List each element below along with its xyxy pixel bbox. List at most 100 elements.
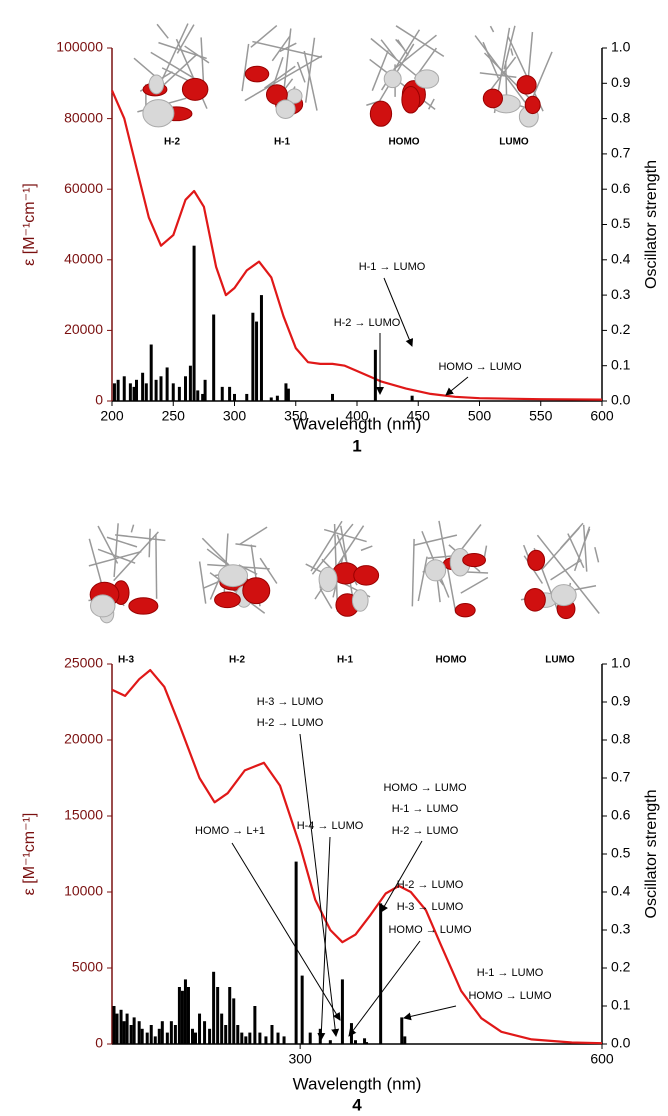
- bar: [204, 380, 207, 401]
- annotation-arrow: [321, 837, 330, 1040]
- bar: [135, 380, 138, 401]
- bond: [361, 546, 372, 550]
- orbital-image: [475, 26, 552, 127]
- orbital-image: [366, 26, 443, 126]
- orbital-label: HOMO: [388, 137, 419, 148]
- bar: [184, 376, 187, 401]
- bond: [418, 557, 427, 601]
- bar: [150, 345, 153, 401]
- annotation: H-2 → LUMO: [392, 825, 459, 837]
- bar: [193, 246, 196, 401]
- bar: [220, 1014, 223, 1044]
- annotation: HOMO → LUMO: [468, 990, 552, 1002]
- bar: [354, 1040, 357, 1044]
- bar: [248, 1033, 251, 1044]
- bar: [166, 1033, 169, 1044]
- y-tick-label: 10000: [64, 883, 103, 899]
- annotation-arrow: [300, 734, 336, 1036]
- lobe: [90, 595, 115, 617]
- y2-tick-label: 0.1: [611, 356, 631, 372]
- bar: [160, 376, 163, 401]
- bar: [309, 1033, 312, 1044]
- annotation: H-2 → LUMO: [397, 879, 464, 891]
- bar: [212, 315, 215, 401]
- page: H-2H-1HOMOLUMO20025030035040045050055060…: [0, 0, 668, 1116]
- y2-tick-label: 0.6: [611, 180, 631, 196]
- bar: [123, 376, 126, 401]
- bar: [264, 1036, 267, 1044]
- orbital-image: [134, 24, 209, 127]
- bar: [240, 1033, 243, 1044]
- bar: [161, 1021, 164, 1044]
- bond: [467, 572, 488, 573]
- bar: [150, 1025, 153, 1044]
- lobe: [415, 70, 439, 88]
- orbital-label: H-3: [118, 655, 135, 666]
- lobe: [528, 550, 545, 570]
- bar: [276, 396, 279, 401]
- lobe: [319, 567, 337, 591]
- bar: [178, 987, 181, 1044]
- orbital-label: H-2: [229, 655, 246, 666]
- y2-tick-label: 0.7: [611, 769, 631, 785]
- y2-tick-label: 0.2: [611, 959, 631, 975]
- bond: [131, 525, 133, 533]
- lobe: [525, 588, 546, 611]
- lobe: [525, 96, 540, 113]
- bond: [584, 525, 587, 572]
- bar: [126, 1014, 129, 1044]
- annotation: H-1 → LUMO: [477, 967, 544, 979]
- orbital-label: HOMO: [435, 655, 466, 666]
- bond: [239, 527, 267, 544]
- annotation-arrow: [384, 278, 412, 346]
- lobe: [370, 101, 391, 126]
- bond: [414, 535, 457, 545]
- lobe: [276, 100, 295, 119]
- bar: [120, 1010, 123, 1044]
- bar: [270, 397, 273, 401]
- bond: [200, 561, 206, 603]
- orbital-image: [306, 521, 379, 616]
- bar: [141, 1029, 144, 1044]
- bond: [115, 535, 165, 541]
- lobe: [215, 592, 241, 608]
- annotation: H-2 → LUMO: [257, 717, 324, 729]
- bond: [484, 546, 486, 557]
- bar: [133, 1017, 136, 1044]
- bond: [156, 534, 157, 598]
- bar: [379, 903, 382, 1044]
- bar: [224, 1025, 227, 1044]
- y-axis-label: ε [M⁻¹cm⁻¹]: [21, 813, 38, 896]
- bond: [242, 44, 249, 91]
- bar: [208, 1029, 211, 1044]
- bar: [191, 1029, 194, 1044]
- bond: [490, 26, 493, 32]
- bar: [170, 1021, 173, 1044]
- y2-tick-label: 0.9: [611, 74, 631, 90]
- bar: [181, 991, 184, 1044]
- lobe: [384, 70, 401, 87]
- lobe: [425, 560, 445, 581]
- annotation: HOMO → LUMO: [383, 782, 467, 794]
- bar: [283, 1036, 286, 1044]
- orbital-image: [242, 26, 322, 119]
- annotation: HOMO → LUMO: [388, 924, 472, 936]
- annotation: H-4 → LUMO: [297, 820, 364, 832]
- y-tick-label: 60000: [64, 180, 103, 196]
- bond: [585, 529, 590, 541]
- y2-tick-label: 0.8: [611, 731, 631, 747]
- y2-axis-label: Oscillator strength: [643, 160, 660, 289]
- bar: [130, 1025, 133, 1044]
- y2-tick-label: 0.2: [611, 321, 631, 337]
- y2-tick-label: 1.0: [611, 39, 631, 55]
- annotation: H-3 → LUMO: [397, 901, 464, 913]
- bar: [187, 987, 190, 1044]
- bar: [221, 387, 224, 401]
- bond: [149, 529, 150, 557]
- bond: [511, 48, 513, 55]
- bar: [216, 987, 219, 1044]
- lobe: [455, 604, 475, 617]
- bond: [561, 523, 583, 548]
- figure: H-2H-1HOMOLUMO20025030035040045050055060…: [0, 0, 668, 1116]
- bar: [166, 367, 169, 401]
